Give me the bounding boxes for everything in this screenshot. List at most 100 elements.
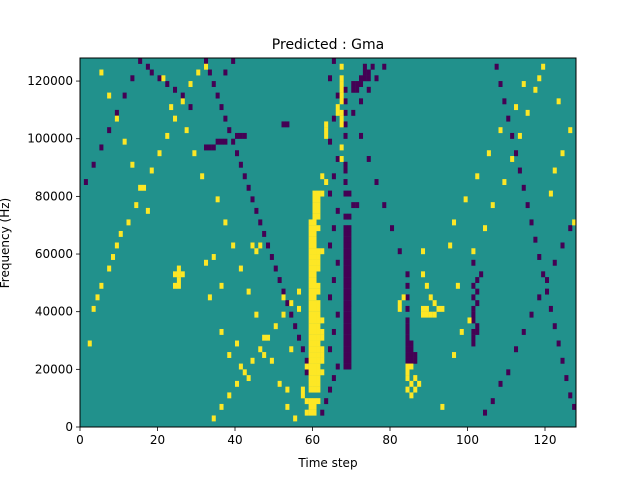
heatmap-cell-low bbox=[521, 328, 526, 335]
heatmap-cell-low bbox=[347, 213, 352, 220]
heatmap-cell-low bbox=[331, 225, 336, 232]
heatmap-cell-high bbox=[285, 403, 290, 410]
heatmap-cell-low bbox=[149, 69, 154, 76]
heatmap-cell-high bbox=[308, 254, 313, 260]
heatmap-cell-low bbox=[347, 317, 352, 324]
heatmap-cell-low bbox=[204, 144, 209, 151]
heatmap-cell-high bbox=[428, 294, 433, 301]
heatmap-cell-high bbox=[510, 156, 515, 162]
heatmap-cell-low bbox=[343, 254, 348, 260]
heatmap-cell-low bbox=[347, 294, 352, 301]
heatmap-cell-high bbox=[308, 305, 313, 312]
heatmap-cell-high bbox=[300, 386, 305, 393]
heatmap-cell-low bbox=[347, 265, 352, 272]
heatmap-cell-low bbox=[506, 115, 511, 122]
heatmap-cell-high bbox=[289, 300, 294, 307]
heatmap-cell-high bbox=[312, 213, 317, 220]
y-tick-label: 120000 bbox=[27, 74, 73, 88]
heatmap-cell-high bbox=[417, 380, 422, 387]
heatmap-cell-high bbox=[316, 202, 321, 209]
heatmap-cell-high bbox=[161, 75, 166, 82]
heatmap-cell-high bbox=[312, 288, 317, 295]
x-axis-label: Time step bbox=[297, 456, 357, 470]
heatmap-cell-high bbox=[339, 81, 344, 87]
heatmap-cell-low bbox=[343, 352, 348, 358]
heatmap-cell-high bbox=[320, 357, 325, 364]
heatmap-cell-high bbox=[572, 219, 577, 226]
heatmap-cell-low bbox=[409, 352, 414, 358]
heatmap-cell-high bbox=[401, 294, 406, 301]
heatmap-cell-low bbox=[165, 81, 170, 87]
heatmap-cell-high bbox=[312, 398, 317, 405]
heatmap-cell-high bbox=[320, 352, 325, 358]
heatmap-cell-low bbox=[471, 259, 476, 266]
heatmap-cell-high bbox=[308, 317, 313, 324]
heatmap-cell-low bbox=[494, 63, 499, 70]
heatmap-cell-high bbox=[316, 317, 321, 324]
heatmap-cell-low bbox=[471, 317, 476, 324]
heatmap-cell-low bbox=[300, 346, 305, 353]
heatmap-cell-low bbox=[343, 121, 348, 128]
heatmap-cell-low bbox=[359, 81, 364, 87]
heatmap-cell-high bbox=[514, 104, 519, 111]
heatmap-cell-high bbox=[281, 311, 286, 318]
heatmap-cell-high bbox=[421, 248, 426, 255]
heatmap-cell-high bbox=[312, 202, 317, 209]
heatmap-cell-high bbox=[312, 265, 317, 272]
heatmap-cell-high bbox=[142, 184, 147, 191]
heatmap-cell-high bbox=[316, 282, 321, 289]
heatmap-cell-high bbox=[339, 156, 344, 162]
heatmap-cell-low bbox=[347, 346, 352, 353]
heatmap-cell-low bbox=[269, 254, 274, 260]
heatmap-cell-low bbox=[366, 75, 371, 82]
heatmap-cell-low bbox=[362, 69, 367, 76]
heatmap-cell-high bbox=[250, 242, 255, 249]
y-axis: 0 20000 40000 60000 80000 100000 120000 bbox=[27, 74, 80, 434]
heatmap-cell-low bbox=[548, 305, 553, 312]
heatmap-cell-high bbox=[339, 63, 344, 70]
heatmap-cell-high bbox=[335, 104, 340, 111]
heatmap-cell-low bbox=[405, 323, 410, 330]
heatmap-cell-high bbox=[316, 311, 321, 318]
heatmap-cell-high bbox=[498, 127, 503, 134]
heatmap-cell-high bbox=[405, 363, 410, 370]
heatmap-cell-low bbox=[397, 248, 402, 255]
x-tick-label: 120 bbox=[534, 433, 557, 447]
heatmap-cell-low bbox=[471, 294, 476, 301]
heatmap-cell-low bbox=[273, 265, 278, 272]
heatmap-cell-high bbox=[262, 334, 267, 341]
heatmap-cell-high bbox=[463, 196, 468, 203]
heatmap-cell-low bbox=[219, 138, 224, 145]
heatmap-cell-low bbox=[483, 409, 488, 416]
heatmap-cell-high bbox=[339, 75, 344, 82]
heatmap-cell-high bbox=[432, 300, 437, 307]
heatmap-cell-high bbox=[285, 386, 290, 393]
heatmap-cell-high bbox=[304, 363, 309, 370]
heatmap-cell-low bbox=[347, 323, 352, 330]
heatmap-cell-low bbox=[211, 144, 216, 151]
heatmap-cell-low bbox=[335, 259, 340, 266]
heatmap-cell-low bbox=[413, 352, 418, 358]
heatmap-cell-low bbox=[343, 167, 348, 174]
heatmap-cell-low bbox=[304, 357, 309, 364]
heatmap-cell-high bbox=[316, 265, 321, 272]
heatmap-cell-high bbox=[308, 346, 313, 353]
heatmap-cell-low bbox=[343, 265, 348, 272]
heatmap-cell-low bbox=[207, 69, 212, 76]
heatmap-cell-low bbox=[219, 104, 224, 111]
heatmap-cell-low bbox=[405, 271, 410, 278]
heatmap-cell-high bbox=[180, 271, 185, 278]
heatmap-cell-high bbox=[548, 190, 553, 197]
heatmap-cell-low bbox=[107, 127, 112, 134]
heatmap-cell-high bbox=[316, 207, 321, 214]
heatmap-cell-high bbox=[316, 259, 321, 266]
heatmap-cell-high bbox=[397, 300, 402, 307]
heatmap-cell-high bbox=[273, 323, 278, 330]
heatmap-cell-high bbox=[114, 115, 119, 122]
heatmap-cell-low bbox=[560, 242, 565, 249]
heatmap-cell-high bbox=[173, 115, 178, 122]
heatmap-cell-high bbox=[308, 380, 313, 387]
heatmap-cell-low bbox=[215, 138, 220, 145]
heatmap-cell-low bbox=[331, 115, 336, 122]
heatmap-cell-low bbox=[343, 323, 348, 330]
